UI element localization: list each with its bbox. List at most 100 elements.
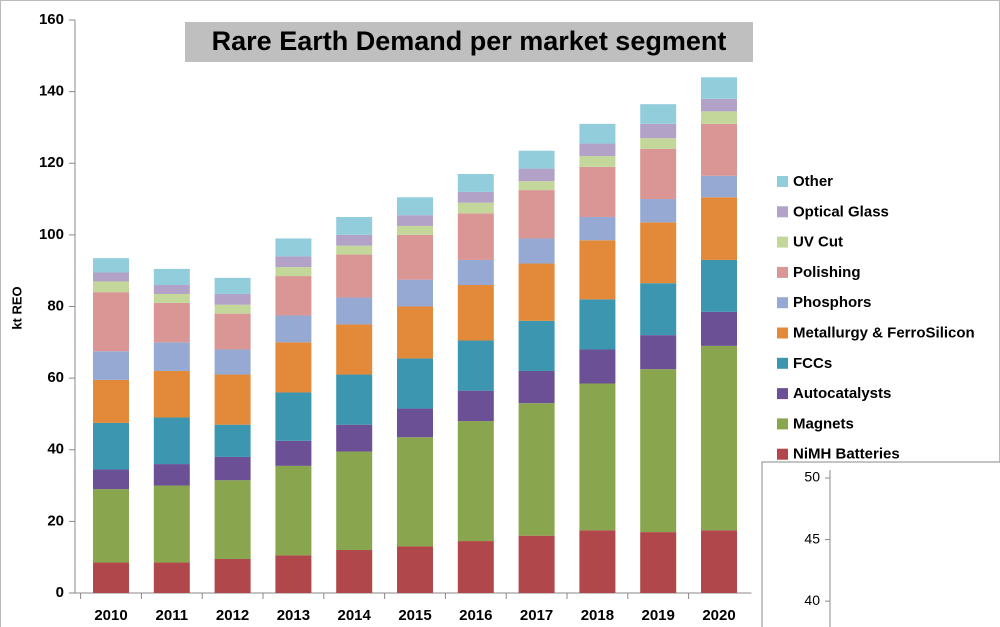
bar-segment [457, 213, 494, 260]
bar-segment [93, 258, 129, 273]
legend-label: FCCs [793, 355, 832, 372]
bar-segment [518, 168, 555, 182]
bar-segment [518, 238, 555, 264]
bar-segment [579, 299, 616, 350]
x-tick-label: 2013 [277, 607, 310, 624]
bar-segment [214, 424, 251, 457]
bar-segment [518, 263, 555, 321]
bar-segment [579, 383, 616, 531]
bar-segment [153, 370, 190, 418]
bar-segment [457, 191, 494, 203]
bar-segment [518, 403, 555, 536]
legend-label: Other [793, 173, 833, 190]
x-tick-label: 2019 [642, 607, 675, 624]
bar-segment [214, 293, 251, 305]
legend-swatch [777, 357, 788, 369]
bar-segment [518, 370, 555, 404]
bar-segment [518, 190, 555, 239]
bar-segment [701, 530, 737, 593]
bar-segment [640, 335, 677, 370]
bar-segment [397, 546, 433, 593]
legend-swatch [777, 327, 788, 339]
chart-title: Rare Earth Demand per market segment [212, 26, 727, 56]
bar-segment [214, 304, 251, 314]
bar-segment [579, 216, 616, 241]
bar-segment [93, 469, 129, 490]
bar-segment [397, 225, 433, 235]
bar-segment [93, 379, 129, 423]
bar-segment [275, 315, 312, 343]
bar-segment [275, 342, 312, 393]
legend-swatch [777, 448, 788, 460]
bar-segment [397, 408, 433, 438]
y-tick-label: 50 [804, 469, 820, 485]
bar-segment [275, 440, 312, 466]
bar-segment [457, 285, 494, 341]
plot: 0 20 40 60 80 100 120 140 160 2010 2011 2012 2013 201… [39, 11, 975, 624]
bar-segment [397, 437, 433, 547]
x-tick-label: 2020 [702, 607, 735, 624]
bar-segment [640, 222, 677, 284]
bar-segment [214, 456, 251, 481]
bar-segment [701, 345, 737, 531]
legend-swatch [777, 297, 788, 309]
bar-segment [336, 234, 373, 246]
bar-segment [336, 324, 373, 375]
bar-segment [457, 259, 494, 286]
bar-segment [457, 541, 494, 593]
x-tick-label: 2012 [216, 607, 249, 624]
bar-segment [579, 530, 616, 593]
legend-label: Optical Glass [793, 203, 889, 220]
bar-segment [518, 150, 555, 169]
y-tick-label: 160 [39, 11, 64, 28]
bar-segment [701, 197, 737, 260]
bar-segment [640, 123, 677, 139]
bar-segment [579, 123, 616, 144]
bar-segment [457, 421, 494, 542]
y-tick-label: 120 [39, 154, 64, 171]
bar-segment [701, 259, 737, 312]
y-tick-label: 100 [39, 226, 64, 243]
x-tick-label: 2014 [338, 607, 372, 624]
bar-segment [153, 302, 190, 343]
bar-segment [518, 535, 555, 593]
bar-segment [153, 485, 190, 563]
y-tick-label: 45 [804, 530, 820, 546]
legend-swatch [777, 176, 788, 187]
legend-swatch [777, 206, 788, 218]
bar-segment [640, 138, 677, 149]
bar-segment [275, 276, 312, 316]
bar-segment [640, 104, 677, 124]
bar-segment [93, 351, 129, 380]
bar-segment [336, 374, 373, 425]
bar-segment [518, 320, 555, 371]
bar-segment [153, 268, 190, 286]
bar-segment [397, 306, 433, 359]
bar-segment [214, 558, 251, 593]
bar-segment [457, 340, 494, 391]
bar-segment [153, 285, 190, 294]
bar-segment [579, 349, 616, 384]
bar-segment [397, 234, 433, 280]
bar-segment [579, 240, 616, 300]
bar-segment [457, 173, 494, 192]
bar-segment [275, 392, 312, 441]
x-tick-label: 2011 [156, 607, 189, 624]
bar-segment [153, 342, 190, 371]
bar-segment [336, 216, 373, 235]
legend-swatch [777, 236, 788, 248]
y-tick-label: 60 [47, 369, 64, 386]
bar-segment [93, 489, 129, 563]
bar-segment [153, 562, 190, 593]
y-tick-label: 40 [804, 592, 820, 608]
bar-segment [397, 279, 433, 307]
inset-frame [761, 461, 1000, 627]
x-tick-label: 2017 [520, 607, 553, 624]
bar-segment [457, 390, 494, 422]
bar-segment [153, 293, 190, 303]
bar-segment [214, 313, 251, 350]
bar-segment [640, 532, 677, 593]
bar-segment [336, 550, 373, 593]
title-box [185, 22, 753, 62]
bar-segment [701, 311, 737, 346]
